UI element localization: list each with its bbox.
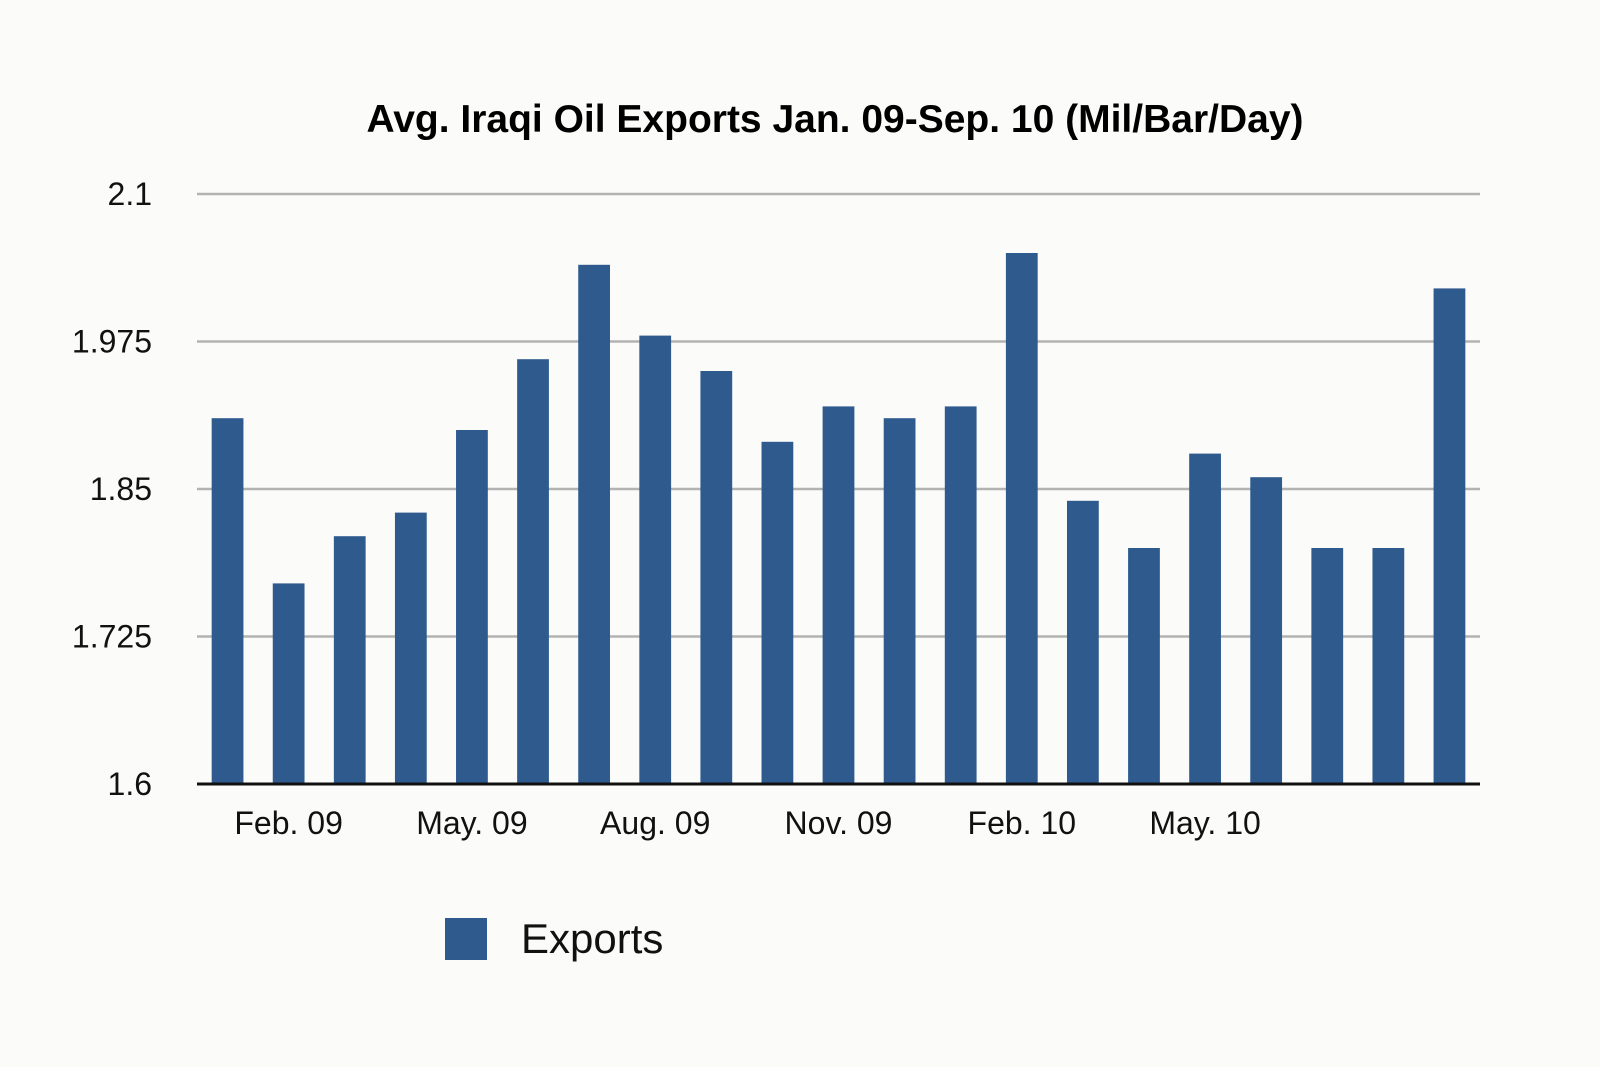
legend: Exports <box>445 915 663 963</box>
bar <box>700 371 733 784</box>
y-tick-label: 1.725 <box>72 619 152 655</box>
x-tick-label: Feb. 09 <box>234 805 343 841</box>
bar <box>456 430 488 784</box>
bar <box>211 418 244 784</box>
y-tick-labels: 1.6 1.725 1.85 1.975 2.1 <box>72 176 152 802</box>
bar <box>272 583 305 784</box>
legend-label-exports: Exports <box>521 915 664 962</box>
legend-swatch-exports <box>445 918 487 960</box>
bars <box>211 253 1466 784</box>
bar <box>1128 548 1160 784</box>
bar <box>639 335 672 784</box>
y-tick-label: 1.975 <box>72 324 152 360</box>
chart-title: Avg. Iraqi Oil Exports Jan. 09-Sep. 10 (… <box>366 98 1304 141</box>
bar <box>761 441 794 784</box>
x-tick-label: Nov. 09 <box>785 805 893 841</box>
bar <box>1250 477 1283 784</box>
bar <box>394 512 427 784</box>
bar <box>883 418 916 784</box>
bar <box>1433 288 1466 784</box>
x-tick-labels: Feb. 09 May. 09 Aug. 09 Nov. 09 Feb. 10 May. … <box>234 805 1260 841</box>
bar <box>333 536 366 784</box>
bar <box>822 406 855 784</box>
y-tick-label: 1.6 <box>108 766 152 802</box>
bar <box>1005 253 1038 784</box>
x-tick-label: Aug. 09 <box>600 805 710 841</box>
bar <box>1066 500 1099 784</box>
x-tick-label: Feb. 10 <box>968 805 1077 841</box>
x-tick-label: May. 09 <box>416 805 527 841</box>
y-tick-label: 2.1 <box>108 176 152 212</box>
bar <box>517 359 549 784</box>
bar <box>1372 548 1405 784</box>
bar <box>1311 548 1344 784</box>
y-tick-label: 1.85 <box>90 471 152 507</box>
bar <box>944 406 977 784</box>
x-tick-label: May. 10 <box>1149 805 1260 841</box>
bar <box>578 264 611 784</box>
bar <box>1189 453 1221 784</box>
